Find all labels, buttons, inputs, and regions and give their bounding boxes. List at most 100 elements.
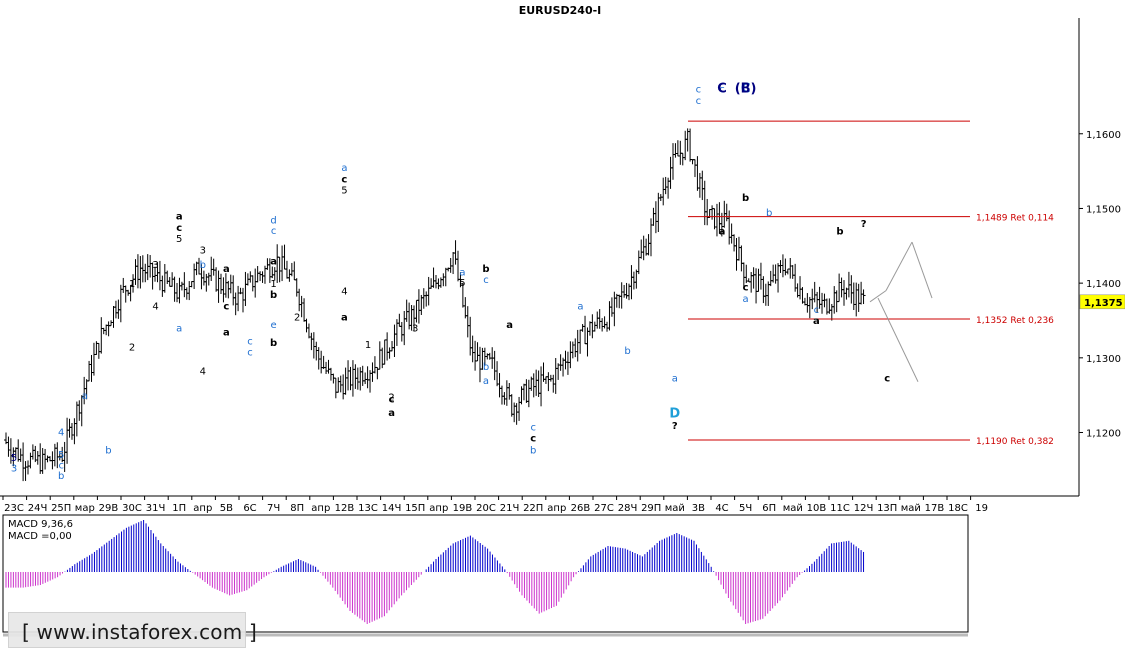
x-tick-label: 14Ч (382, 503, 402, 514)
wave-label: a (743, 294, 749, 305)
x-tick-label: 23С (4, 503, 24, 514)
x-tick-label: 17В (925, 503, 945, 514)
wave-label: a (577, 301, 583, 312)
wave-label: 4 (58, 428, 64, 439)
x-tick-label: 13С (358, 503, 378, 514)
wave-label: c (271, 226, 277, 237)
x-tick-label: 25П (51, 503, 71, 514)
wave-label: a (270, 256, 277, 267)
x-tick-label: 22П (523, 503, 543, 514)
wave-label: b (58, 471, 64, 482)
x-tick-label: 3В (692, 503, 705, 514)
wave-label: c (223, 301, 229, 312)
x-tick-label: 1П (172, 503, 186, 514)
wave-label: c (696, 85, 702, 96)
wave-label: a (388, 408, 395, 419)
wave-label: c (530, 433, 536, 444)
wave-label: 5 (176, 234, 182, 245)
x-tick-label: 12Ч (854, 503, 874, 514)
x-tick-label: 7Ч (267, 503, 280, 514)
wave-label: 5 (459, 278, 465, 289)
wave-label: e (271, 320, 277, 331)
wave-label: c (884, 374, 890, 385)
x-tick-label: 26В (571, 503, 591, 514)
wave-label: C (717, 82, 727, 97)
wave-label: 5 (58, 450, 64, 461)
x-tick-label: 13П (877, 503, 897, 514)
wave-label: 3 (11, 463, 17, 474)
macd-value-label: MACD =0,00 (8, 531, 72, 542)
wave-label: c (743, 283, 749, 294)
x-tick-label: май (665, 503, 685, 514)
y-tick-label: 1,1500 (1086, 204, 1121, 215)
wave-label: c (341, 174, 347, 185)
wave-label: a (176, 212, 183, 223)
projection-line (869, 290, 887, 303)
wave-label: ? (672, 421, 678, 432)
wave-label: 4 (341, 286, 347, 297)
wave-label: 1 (129, 279, 135, 290)
wave-label: 2 (388, 392, 394, 403)
x-tick-label: 10В (807, 503, 827, 514)
watermark-text: [ www.instaforex.com ] (22, 620, 257, 644)
wave-label: a (223, 264, 230, 275)
x-tick-label: 5Ч (739, 503, 752, 514)
wave-label: b (483, 362, 489, 373)
wave-label: b (766, 208, 772, 219)
fib-level-label: 1,1489 Ret 0,114 (976, 214, 1054, 224)
x-tick-label: 6П (762, 503, 776, 514)
wave-label: c (530, 422, 536, 433)
wave-label: a (672, 374, 678, 385)
wave-label: 1 (365, 340, 371, 351)
wave-label: a (459, 268, 465, 279)
projection-line (885, 241, 913, 291)
x-tick-label: 5В (220, 503, 233, 514)
wave-label: b (270, 290, 277, 301)
wave-label: c (389, 395, 395, 406)
wave-label: b (200, 260, 206, 271)
x-tick-label: 11С (830, 503, 850, 514)
x-tick-label: 24Ч (28, 503, 48, 514)
wave-label: a (719, 227, 726, 238)
wave-label: 2 (294, 312, 300, 323)
x-tick-label: 19В (453, 503, 473, 514)
current-price-label: 1,1375 (1084, 298, 1123, 309)
wave-label: d (270, 215, 276, 226)
x-tick-label: 15П (405, 503, 425, 514)
watermark-box (8, 612, 246, 648)
projection-line (877, 297, 919, 382)
wave-label: a (82, 391, 88, 402)
wave-label: 1 (270, 279, 276, 290)
wave-label: a (341, 163, 347, 174)
x-tick-label: 31Ч (146, 503, 166, 514)
x-tick-label: 29В (99, 503, 119, 514)
wave-label: c (696, 96, 702, 107)
x-tick-label: 20С (476, 503, 496, 514)
y-tick-label: 1,1200 (1086, 429, 1121, 440)
wave-label: 3 (152, 260, 158, 271)
wave-label: 5 (341, 186, 347, 197)
x-tick-label: май (783, 503, 803, 514)
wave-label: c (247, 348, 253, 359)
wave-label: 4 (200, 366, 206, 377)
x-tick-label: апр (311, 503, 330, 514)
projection-line (911, 241, 933, 299)
x-tick-label: май (901, 503, 921, 514)
fib-level-label: 1,1352 Ret 0,236 (976, 316, 1054, 326)
wave-label: b (624, 346, 630, 357)
wave-label: c (483, 275, 489, 286)
wave-label: c (247, 336, 253, 347)
wave-label: b (482, 264, 489, 275)
x-tick-label: 6С (243, 503, 256, 514)
x-tick-label: 19 (975, 503, 988, 514)
macd-panel (2, 514, 969, 633)
wave-label: 2 (129, 342, 135, 353)
x-tick-label: 29П (641, 503, 661, 514)
wave-label: (B) (735, 82, 757, 97)
wave-label: b (105, 445, 111, 456)
wave-label: a (341, 312, 348, 323)
wave-label: b (530, 445, 536, 456)
x-tick-label: апр (547, 503, 566, 514)
